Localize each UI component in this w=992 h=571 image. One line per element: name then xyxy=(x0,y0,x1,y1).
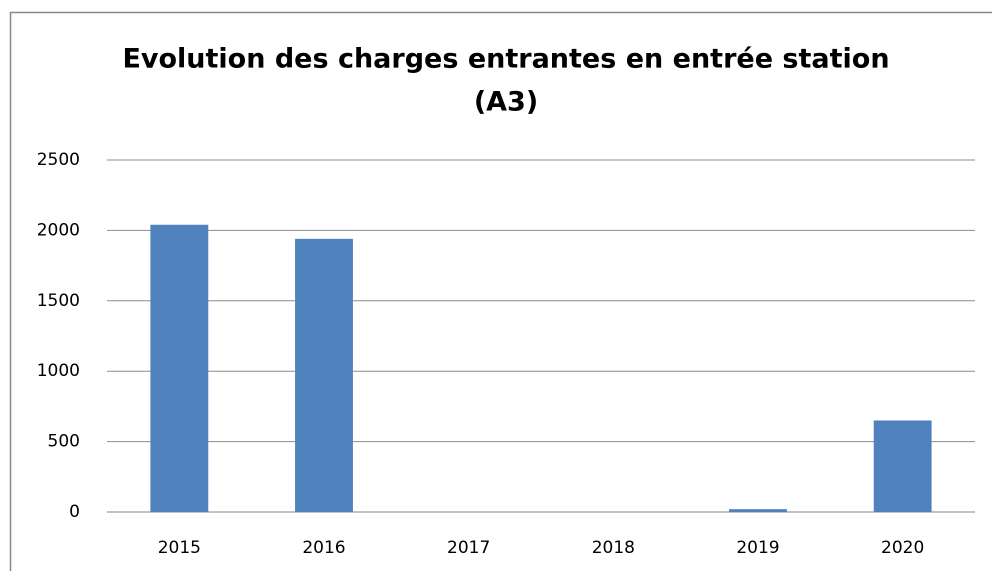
bar xyxy=(150,224,209,512)
y-tick-label: 0 xyxy=(69,502,80,522)
x-tick-label: 2019 xyxy=(736,538,779,558)
y-tick-label: 1500 xyxy=(37,291,80,311)
chart-title: (A3) xyxy=(474,87,538,118)
x-tick-label: 2018 xyxy=(592,538,635,558)
x-tick-label: 2016 xyxy=(302,538,345,558)
bar xyxy=(729,509,787,512)
bar xyxy=(295,238,353,512)
chart-title: Evolution des charges entrantes en entré… xyxy=(122,44,889,75)
y-tick-label: 2500 xyxy=(37,150,80,170)
x-tick-label: 2017 xyxy=(447,538,490,558)
x-tick-label: 2015 xyxy=(158,538,201,558)
y-tick-label: 2000 xyxy=(37,220,80,240)
y-tick-label: 500 xyxy=(48,432,80,452)
x-tick-label: 2020 xyxy=(881,538,924,558)
y-tick-label: 1000 xyxy=(37,361,80,381)
bar xyxy=(873,420,932,512)
